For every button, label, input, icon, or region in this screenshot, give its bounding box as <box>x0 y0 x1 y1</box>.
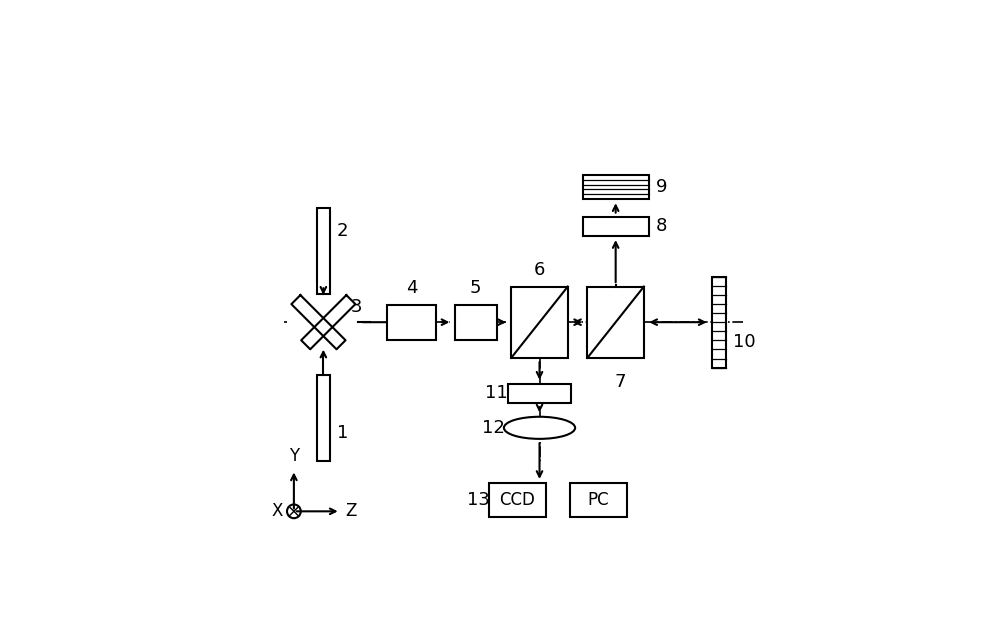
Bar <box>587 286 644 358</box>
Bar <box>712 277 726 367</box>
Text: 8: 8 <box>656 218 668 235</box>
Text: 9: 9 <box>656 178 668 196</box>
Text: PC: PC <box>588 491 609 509</box>
Bar <box>583 217 649 235</box>
Text: 7: 7 <box>615 373 626 390</box>
Bar <box>387 304 436 340</box>
Text: X: X <box>272 502 283 521</box>
Polygon shape <box>301 295 355 349</box>
Text: Z: Z <box>345 502 357 521</box>
Text: 10: 10 <box>733 333 756 351</box>
Text: Y: Y <box>289 447 299 464</box>
Text: 4: 4 <box>406 279 418 297</box>
Text: CCD: CCD <box>499 491 535 509</box>
Text: 3: 3 <box>350 299 362 316</box>
Bar <box>455 304 497 340</box>
Text: 13: 13 <box>467 491 490 509</box>
Text: 12: 12 <box>482 419 505 437</box>
Bar <box>489 484 546 517</box>
Text: 2: 2 <box>337 222 348 241</box>
Text: 1: 1 <box>337 424 348 441</box>
Bar <box>570 484 627 517</box>
Text: 6: 6 <box>534 261 545 279</box>
Bar <box>511 286 568 358</box>
Text: 11: 11 <box>485 385 508 403</box>
Bar <box>317 375 330 461</box>
Polygon shape <box>291 295 346 349</box>
Ellipse shape <box>504 417 575 439</box>
Bar <box>508 384 571 403</box>
Bar <box>317 208 330 294</box>
Bar <box>583 175 649 199</box>
Text: 5: 5 <box>470 279 481 297</box>
